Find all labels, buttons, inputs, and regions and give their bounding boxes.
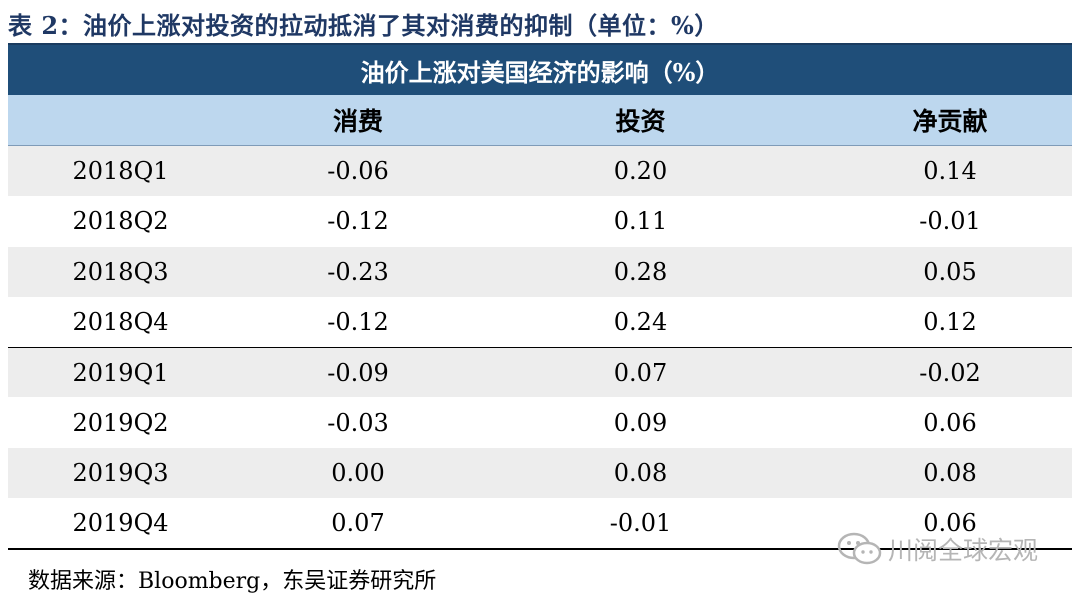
table-row: 2019Q3 0.00 0.08 0.08 xyxy=(8,447,1072,499)
table-row: 2018Q1 -0.06 0.20 0.14 xyxy=(8,146,1072,197)
cell-net-contribution: 0.06 xyxy=(923,509,977,538)
table-caption: 表 2：油价上涨对投资的拉动抵消了其对消费的抑制（单位：%） xyxy=(8,11,719,40)
cell-consumption: -0.06 xyxy=(327,157,389,186)
cell-consumption: 0.07 xyxy=(331,509,385,538)
bottom-rule xyxy=(8,548,1072,551)
cell-investment: 0.11 xyxy=(613,207,668,236)
table-header: 消费 投资 净贡献 xyxy=(8,95,1072,146)
table-row: 2018Q2 -0.12 0.11 -0.01 xyxy=(8,196,1072,246)
cell-consumption: 0.00 xyxy=(331,458,385,487)
data-table: 油价上涨对美国经济的影响（%） 消费 投资 净贡献 2018Q1 -0.06 0.2… xyxy=(8,43,1072,551)
cell-period: 2018Q3 xyxy=(72,257,169,286)
header-consumption: 消费 xyxy=(332,107,383,136)
cell-period: 2019Q2 xyxy=(72,408,169,437)
cell-investment: 0.07 xyxy=(613,358,668,387)
cell-net-contribution: 0.14 xyxy=(923,157,977,186)
cell-consumption: -0.12 xyxy=(327,308,389,337)
cell-period: 2019Q1 xyxy=(72,358,169,387)
cell-net-contribution: 0.06 xyxy=(923,408,977,437)
cell-period: 2019Q3 xyxy=(72,458,169,487)
table-row: 2019Q1 -0.09 0.07 -0.02 xyxy=(8,347,1072,398)
cell-net-contribution: 0.12 xyxy=(923,308,977,337)
cell-consumption: -0.12 xyxy=(327,207,389,236)
table-row: 2019Q4 0.07 -0.01 0.06 xyxy=(8,498,1072,548)
cell-investment: 0.28 xyxy=(613,257,668,286)
cell-period: 2018Q1 xyxy=(72,157,169,186)
header-net-contribution: 净贡献 xyxy=(912,107,988,136)
table-row: 2018Q4 -0.12 0.24 0.12 xyxy=(8,297,1072,347)
cell-investment: 0.20 xyxy=(613,157,668,186)
source-note: 数据来源：Bloomberg，东吴证券研究所 xyxy=(28,569,437,594)
cell-period: 2018Q4 xyxy=(72,308,169,337)
cell-net-contribution: -0.02 xyxy=(919,358,981,387)
cell-net-contribution: 0.05 xyxy=(923,257,977,286)
cell-consumption: -0.23 xyxy=(327,257,389,286)
cell-period: 2019Q4 xyxy=(72,509,169,538)
watermark-text: 川阅全球宏观 xyxy=(888,536,1039,565)
cell-net-contribution: -0.01 xyxy=(919,207,981,236)
cell-period: 2018Q2 xyxy=(72,207,169,236)
watermark: 川阅全球宏观 xyxy=(836,531,1038,567)
table-row: 2019Q2 -0.03 0.09 0.06 xyxy=(8,397,1072,447)
cell-net-contribution: 0.08 xyxy=(923,458,977,487)
header-investment: 投资 xyxy=(615,107,666,136)
cell-investment: 0.24 xyxy=(613,308,668,337)
cell-consumption: -0.03 xyxy=(327,408,389,437)
cell-consumption: -0.09 xyxy=(327,358,389,387)
wechat-icon xyxy=(837,532,882,565)
table-title: 油价上涨对美国经济的影响（%） xyxy=(8,43,1072,95)
cell-investment: -0.01 xyxy=(609,509,672,538)
cell-investment: 0.08 xyxy=(613,458,668,487)
table-row: 2018Q3 -0.23 0.28 0.05 xyxy=(8,246,1072,297)
cell-investment: 0.09 xyxy=(613,408,668,437)
